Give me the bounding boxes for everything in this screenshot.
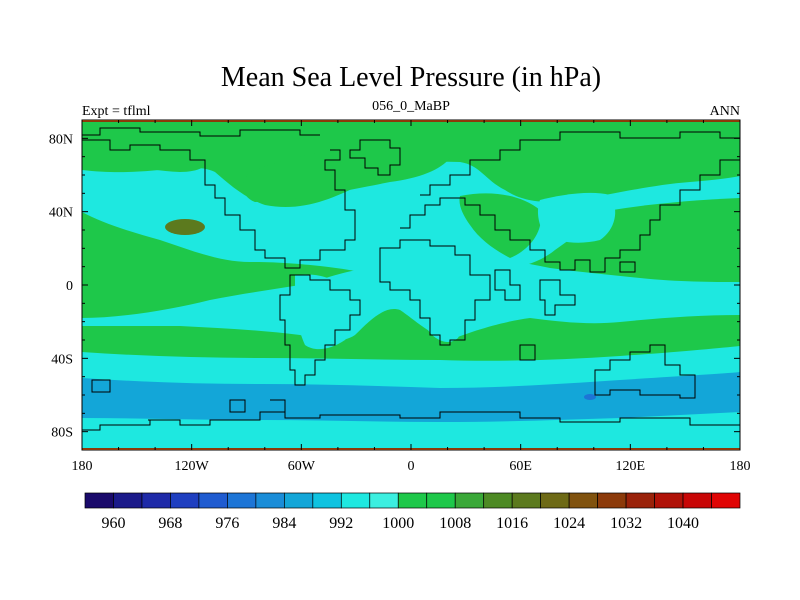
north-green-3 <box>600 198 740 257</box>
colorbar-swatch <box>483 492 513 509</box>
band-north-subpolar <box>82 161 740 275</box>
colorbar-label: 1024 <box>553 515 585 532</box>
colorbar-swatch <box>255 492 285 509</box>
x-tick-label: 180 <box>730 459 751 474</box>
colorbar <box>84 492 741 509</box>
north-green-2 <box>243 147 450 202</box>
y-tick-label: 0 <box>66 279 73 294</box>
colorbar-label: 1040 <box>667 515 699 532</box>
colorbar-swatch <box>113 492 143 509</box>
colorbar-swatch <box>711 492 741 509</box>
colorbar-label: 976 <box>215 515 239 532</box>
x-tick-label: 180 <box>72 459 93 474</box>
colorbar-swatch <box>170 492 200 509</box>
colorbar-labels: 960 968 976 984 992 1000 1008 1016 1024 1032 1040 <box>101 515 699 532</box>
band-south-992 <box>82 372 740 422</box>
colorbar-swatch <box>227 492 257 509</box>
colorbar-swatch <box>369 492 399 509</box>
x-tick-label: 60W <box>288 459 316 474</box>
x-axis: 180 120W 60W 0 60E 120E 180 <box>72 120 751 474</box>
x-tick-label: 120E <box>616 459 646 474</box>
colorbar-swatch <box>540 492 570 509</box>
subtitle-right: ANN <box>710 104 740 119</box>
colorbar-label: 1000 <box>382 515 414 532</box>
colorbar-label: 960 <box>101 515 125 532</box>
colorbar-swatch <box>625 492 655 509</box>
colorbar-swatch <box>568 492 598 509</box>
low-pressure-cell <box>584 394 596 400</box>
colorbar-swatch <box>312 492 342 509</box>
y-tick-label: 40N <box>49 206 73 221</box>
colorbar-swatch <box>198 492 228 509</box>
colorbar-swatch <box>454 492 485 509</box>
x-tick-label: 60E <box>509 459 532 474</box>
subtitle-center: 056_0_MaBP <box>372 99 450 114</box>
colorbar-swatch <box>283 492 314 509</box>
colorbar-label: 968 <box>158 515 182 532</box>
colorbar-swatch <box>654 492 684 509</box>
continent-cyan-africa <box>378 242 471 342</box>
y-tick-label: 80S <box>51 426 73 441</box>
coastlines <box>82 127 740 431</box>
subtitle-left: Expt = tflml <box>82 104 151 119</box>
colorbar-swatch <box>426 492 456 509</box>
colorbar-label: 1016 <box>496 515 528 532</box>
high-pressure-cell <box>165 219 205 235</box>
y-tick-label: 80N <box>49 132 73 147</box>
x-tick-label: 120W <box>175 459 210 474</box>
colorbar-swatch <box>141 492 171 509</box>
colorbar-label: 984 <box>272 515 296 532</box>
colorbar-label: 1032 <box>610 515 642 532</box>
continent-cyan-asia <box>537 192 616 243</box>
x-tick-label: 0 <box>408 459 415 474</box>
pressure-field <box>82 120 740 450</box>
colorbar-swatch <box>597 492 627 509</box>
y-axis: 80N 40N 0 40S 80S <box>49 132 740 441</box>
colorbar-label: 1008 <box>439 515 471 532</box>
colorbar-swatch <box>682 492 712 509</box>
colorbar-label: 992 <box>329 515 353 532</box>
colorbar-swatch <box>511 492 542 509</box>
colorbar-swatch <box>84 492 114 509</box>
chart-title: Mean Sea Level Pressure (in hPa) <box>221 62 601 93</box>
colorbar-swatch <box>397 492 428 509</box>
north-green-1 <box>82 146 211 172</box>
colorbar-swatch <box>340 492 371 509</box>
y-tick-label: 40S <box>51 352 73 367</box>
